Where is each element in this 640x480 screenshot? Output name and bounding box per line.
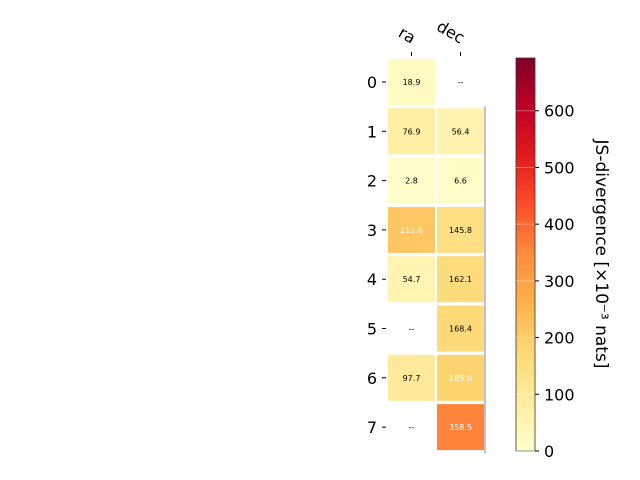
y-axis: 0 1 2 3 4 5 6 7 bbox=[367, 73, 386, 437]
cell-value-label: -- bbox=[409, 423, 415, 432]
cell-value-label: -- bbox=[409, 325, 415, 334]
heatmap-cell bbox=[388, 354, 435, 401]
y-tick-label: 3 bbox=[367, 221, 377, 240]
colorbar-tick-label: 400 bbox=[544, 215, 575, 234]
y-tick-label: 6 bbox=[367, 369, 377, 388]
heatmap-cell bbox=[388, 206, 435, 253]
cell-value-label: 185.0 bbox=[449, 374, 472, 383]
colorbar-label: JS-divergence [×10⁻³ nats] bbox=[591, 139, 611, 369]
heatmap-cell bbox=[388, 157, 435, 204]
x-axis: ra dec bbox=[395, 17, 468, 56]
heatmap-cell bbox=[437, 157, 484, 204]
colorbar-tick-label: 0 bbox=[544, 442, 554, 461]
colorbar-ticks: 0 100 200 300 400 500 600 bbox=[516, 102, 575, 461]
x-tick-label: ra bbox=[395, 23, 419, 48]
colorbar-tick-label: 300 bbox=[544, 272, 575, 291]
cell-value-label: 97.7 bbox=[403, 374, 421, 383]
y-tick-label: 7 bbox=[367, 418, 377, 437]
heatmap-cell bbox=[437, 354, 484, 401]
x-tick-label: dec bbox=[434, 17, 468, 48]
heatmap-cell bbox=[388, 256, 435, 303]
y-tick-label: 2 bbox=[367, 172, 377, 191]
colorbar-tick-label: 500 bbox=[544, 158, 575, 177]
cell-value-label: 6.6 bbox=[454, 177, 467, 186]
cell-value-label: 358.5 bbox=[449, 423, 472, 432]
colorbar-tick-label: 100 bbox=[544, 385, 575, 404]
y-tick-label: 1 bbox=[367, 122, 377, 141]
cell-value-label: 18.9 bbox=[403, 78, 421, 87]
y-tick-label: 5 bbox=[367, 320, 377, 339]
heatmap-cell bbox=[437, 404, 484, 451]
cell-value-label: -- bbox=[458, 78, 464, 87]
heatmap-cell bbox=[437, 305, 484, 352]
heatmap-cell bbox=[437, 256, 484, 303]
colorbar bbox=[515, 57, 536, 452]
colorbar-tick-label: 200 bbox=[544, 329, 575, 348]
cell-value-label: 76.9 bbox=[403, 127, 421, 136]
cell-value-label: 212.6 bbox=[400, 226, 423, 235]
colorbar-gradient bbox=[515, 57, 536, 452]
cell-value-label: 56.4 bbox=[452, 127, 470, 136]
y-tick-label: 0 bbox=[367, 73, 377, 92]
cell-value-label: 168.4 bbox=[449, 325, 472, 334]
heatmap-cells: 18.9 -- 76.9 56.4 2.8 6.6 212.6 145.8 54.7 162.1 -… bbox=[388, 59, 486, 454]
heatmap-cell bbox=[388, 108, 435, 155]
y-tick-label: 4 bbox=[367, 270, 377, 289]
heatmap-cell bbox=[437, 108, 484, 155]
heatmap-cell bbox=[388, 59, 435, 105]
cell-value-label: 54.7 bbox=[403, 275, 421, 284]
cell-value-label: 162.1 bbox=[449, 275, 472, 284]
colorbar-tick-label: 600 bbox=[544, 102, 575, 121]
cell-value-label: 2.8 bbox=[405, 177, 418, 186]
heatmap-cell bbox=[437, 206, 484, 253]
cell-value-label: 145.8 bbox=[449, 226, 472, 235]
